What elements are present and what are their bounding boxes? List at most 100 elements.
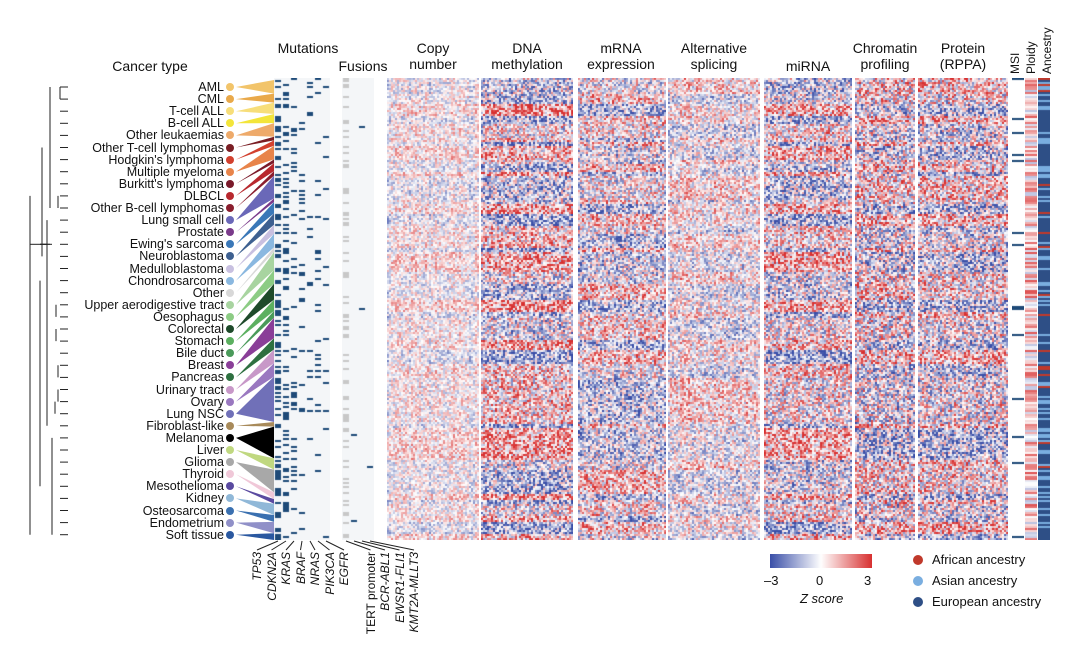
column-label-leaders xyxy=(256,540,415,551)
row-color-dot xyxy=(226,131,234,140)
fan-band xyxy=(236,317,274,366)
fan-band xyxy=(236,426,274,459)
protein-rppa-heatmap xyxy=(918,78,1008,540)
header-mrna: mRNA expression xyxy=(576,40,666,72)
row-label: AML xyxy=(198,80,224,94)
row-label: Melanoma xyxy=(165,430,224,445)
legend-dot xyxy=(913,597,923,607)
row-color-dot xyxy=(226,397,234,406)
fan-band xyxy=(236,299,274,342)
row-color-dot xyxy=(226,300,234,309)
fan-band xyxy=(236,363,274,402)
header-msi: MSI xyxy=(1008,52,1022,74)
ploidy-column xyxy=(1025,78,1037,540)
header-line: number xyxy=(409,56,457,72)
dendrogram xyxy=(29,86,68,536)
row-color-dot xyxy=(226,361,234,370)
fan-band xyxy=(236,163,274,196)
fan-band xyxy=(236,310,274,354)
column-label-leader xyxy=(285,540,295,551)
mutation-column-label: CDKN2A xyxy=(264,552,279,601)
fan-band xyxy=(236,114,274,124)
fusion-column-label: EWSR1-FLI1 xyxy=(392,552,407,623)
fusion-column-label: TERT promoter xyxy=(363,552,378,635)
legend-dot xyxy=(913,576,923,586)
fan-band xyxy=(236,474,274,500)
row-color-dot xyxy=(226,494,234,503)
msi-column xyxy=(1012,78,1024,540)
header-mutations: Mutations xyxy=(277,40,339,56)
fan-band xyxy=(236,123,274,137)
mutations-matrix xyxy=(274,78,330,540)
row-label: Other B-cell lymphomas xyxy=(90,201,224,215)
fan-band xyxy=(236,422,274,427)
fan-band xyxy=(236,376,274,423)
row-color-dot xyxy=(226,107,234,116)
row-color-dot xyxy=(226,458,234,467)
legend-label: African ancestry xyxy=(932,552,1026,567)
row-color-dot xyxy=(226,95,234,104)
mutation-column-label: PIK3CA xyxy=(322,552,337,595)
row-color-dot xyxy=(226,312,234,321)
row-label: Prostate xyxy=(177,225,224,240)
row-label: Mesothelioma xyxy=(146,479,224,494)
column-label-leader xyxy=(369,540,415,551)
row-label: Bile duct xyxy=(176,346,224,361)
header-fusions: Fusions xyxy=(338,58,388,74)
mrna-expression-heatmap xyxy=(578,78,666,540)
fan-band xyxy=(236,450,274,470)
copy-number-heatmap xyxy=(387,78,479,540)
legend-dot xyxy=(913,555,923,565)
mutation-column-label: NRAS xyxy=(308,552,322,586)
row-label: Thyroid xyxy=(182,467,224,482)
row-label: B-cell ALL xyxy=(167,116,224,131)
row-color-dot xyxy=(226,433,234,442)
row-color-dot xyxy=(226,264,234,273)
row-label: Urinary tract xyxy=(155,382,224,397)
row-color-dot xyxy=(226,240,234,249)
fan-band xyxy=(236,171,274,208)
fan-band xyxy=(236,283,274,329)
row-color-dot xyxy=(226,349,234,358)
header-ploidy: Ploidy xyxy=(1024,41,1038,74)
ancestry-column xyxy=(1038,78,1050,540)
header-line: (RPPA) xyxy=(939,56,987,72)
row-color-dot xyxy=(226,276,234,285)
row-label: Medulloblastoma xyxy=(129,261,225,276)
mutation-column-label: EGFR xyxy=(337,552,351,586)
header-mirna: miRNA xyxy=(785,58,831,74)
header-line: mRNA xyxy=(600,40,642,56)
row-label: Endometrium xyxy=(149,515,224,530)
row-color-dot xyxy=(226,288,234,297)
row-label: Upper aerodigestive tract xyxy=(84,297,224,312)
colorbar-tick-mid: 0 xyxy=(816,573,824,588)
row-color-dot xyxy=(226,506,234,515)
column-label-leader xyxy=(309,540,316,551)
row-label: Colorectal xyxy=(167,322,224,336)
row-color-dot xyxy=(226,337,234,346)
colorbar-label: Z score xyxy=(800,591,844,606)
header-line: Chromatin xyxy=(852,40,918,56)
row-color-dot xyxy=(226,216,234,225)
row-color-dot xyxy=(226,191,234,200)
row-label: Multiple myeloma xyxy=(126,164,224,179)
fan-band xyxy=(236,198,274,233)
chromatin-profiling-heatmap xyxy=(855,78,915,540)
row-label: Fibroblast-like xyxy=(146,418,224,433)
legend-label: Asian ancestry xyxy=(932,573,1018,588)
row-label: Osteosarcoma xyxy=(142,503,224,518)
column-label-leader xyxy=(317,540,330,551)
header-line: profiling xyxy=(860,56,910,72)
fan-band xyxy=(236,498,274,516)
column-label-leader xyxy=(325,540,345,551)
header-line: Alternative xyxy=(680,40,748,56)
alternative-splicing-heatmap xyxy=(668,78,760,540)
row-color-dot xyxy=(226,530,234,539)
header-ancestry: Ancestry xyxy=(1040,27,1054,74)
fan-band xyxy=(236,462,274,493)
row-label: Soft tissue xyxy=(165,527,224,542)
row-label: Burkitt's lymphoma xyxy=(118,176,224,191)
mutation-column-label: BRAF xyxy=(293,552,308,585)
row-color-dot xyxy=(226,228,234,237)
row-color-dot xyxy=(226,155,234,164)
